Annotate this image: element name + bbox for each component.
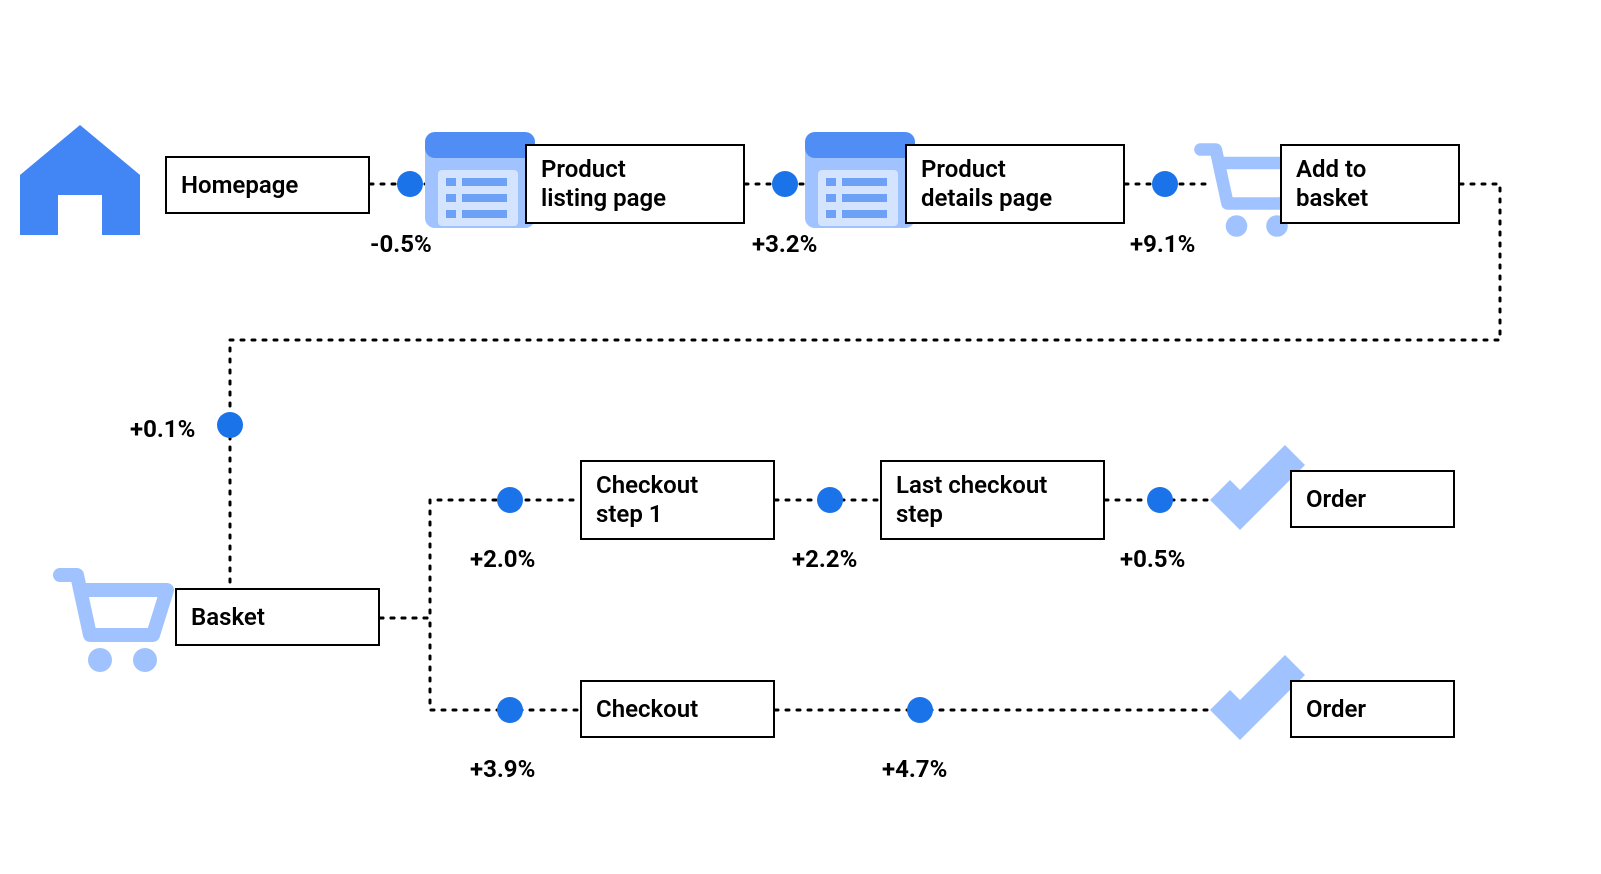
edge-dot (817, 487, 843, 513)
edge-dot (772, 171, 798, 197)
edge-dot (217, 412, 243, 438)
edge-metric: +0.5% (1120, 545, 1185, 573)
edge-metric: -0.5% (370, 230, 432, 258)
edge-metric: +3.2% (752, 230, 817, 258)
edge-metric: +2.0% (470, 545, 535, 573)
edge-dot (397, 171, 423, 197)
edge-metric: +4.7% (882, 755, 947, 783)
dots-layer (0, 0, 1601, 874)
edge-dot (907, 697, 933, 723)
edge-dot (497, 697, 523, 723)
edge-metric: +9.1% (1130, 230, 1195, 258)
flowchart-canvas: HomepageProduct listing pageProduct deta… (0, 0, 1601, 874)
edge-metric: +2.2% (792, 545, 857, 573)
edge-dot (1147, 487, 1173, 513)
edge-metric: +0.1% (130, 415, 195, 443)
edge-metric: +3.9% (470, 755, 535, 783)
edge-dot (497, 487, 523, 513)
edge-dot (1152, 171, 1178, 197)
